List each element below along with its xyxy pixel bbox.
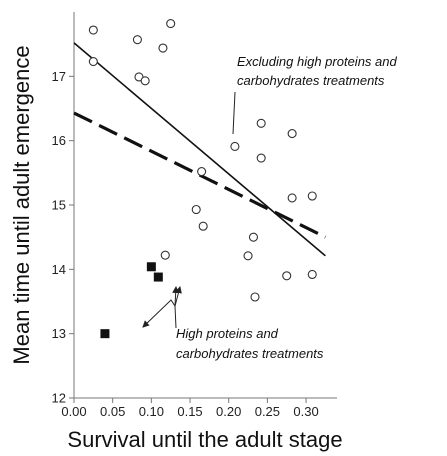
open-circle-point xyxy=(230,141,240,152)
x-tick-label: 0.10 xyxy=(139,404,164,419)
open-circle-point xyxy=(282,271,292,281)
open-circle-point xyxy=(198,221,208,231)
open-circle-point xyxy=(287,129,297,139)
x-axis-title: Survival until the adult stage xyxy=(67,427,342,452)
filled-square-point xyxy=(100,329,110,339)
y-tick-label: 17 xyxy=(52,69,66,84)
y-ticks: 12 13 14 15 16 17 xyxy=(52,69,74,406)
open-circle-point xyxy=(287,193,297,203)
open-circle-point xyxy=(166,19,176,29)
high-pointer-arrow-left xyxy=(142,299,177,329)
open-circle-point xyxy=(88,56,98,67)
data-points xyxy=(88,19,317,339)
excluding-annotation-line1: Excluding high proteins and xyxy=(237,54,397,69)
y-tick-label: 14 xyxy=(52,262,66,277)
high-pointer-arrow-right xyxy=(174,286,182,307)
open-circle-point xyxy=(197,166,207,177)
excluding-pointer-line xyxy=(232,91,236,135)
open-circle-point xyxy=(243,251,253,261)
x-tick-label: 0.25 xyxy=(255,404,280,419)
open-circle-point xyxy=(256,153,266,163)
open-circle-point xyxy=(307,269,317,280)
open-circle-point xyxy=(160,250,170,260)
y-tick-label: 16 xyxy=(52,133,66,148)
y-tick-label: 12 xyxy=(52,391,66,406)
excluding-annotation-line2: carbohydrates treatments xyxy=(237,73,385,88)
high-annotation-line2: carbohydrates treatments xyxy=(176,346,324,361)
y-axis-title: Mean time until adult emergence xyxy=(9,45,34,364)
x-tick-label: 0.15 xyxy=(177,404,202,419)
open-circle-point xyxy=(307,191,317,201)
x-tick-label: 0.00 xyxy=(61,404,86,419)
y-tick-label: 15 xyxy=(52,198,66,213)
open-circle-point xyxy=(132,35,142,45)
annotations: Excluding high proteins and carbohydrate… xyxy=(142,54,397,361)
x-tick-label: 0.30 xyxy=(293,404,318,419)
open-circle-point xyxy=(140,76,150,86)
high-annotation-line1: High proteins and xyxy=(176,326,279,341)
x-tick-label: 0.05 xyxy=(100,404,125,419)
open-circle-point xyxy=(256,118,266,128)
open-circle-point xyxy=(191,204,201,215)
solid-trend-line xyxy=(73,42,326,257)
open-circle-point xyxy=(250,292,260,302)
x-ticks: 0.00 0.05 0.10 0.15 0.20 0.25 0.30 xyxy=(61,398,319,419)
filled-square-point xyxy=(153,272,163,282)
open-circle-point xyxy=(158,43,168,53)
y-tick-label: 13 xyxy=(52,326,66,341)
open-circle-point xyxy=(248,232,259,242)
x-tick-label: 0.20 xyxy=(216,404,241,419)
open-circle-point xyxy=(88,25,98,35)
filled-square-point xyxy=(146,262,156,272)
